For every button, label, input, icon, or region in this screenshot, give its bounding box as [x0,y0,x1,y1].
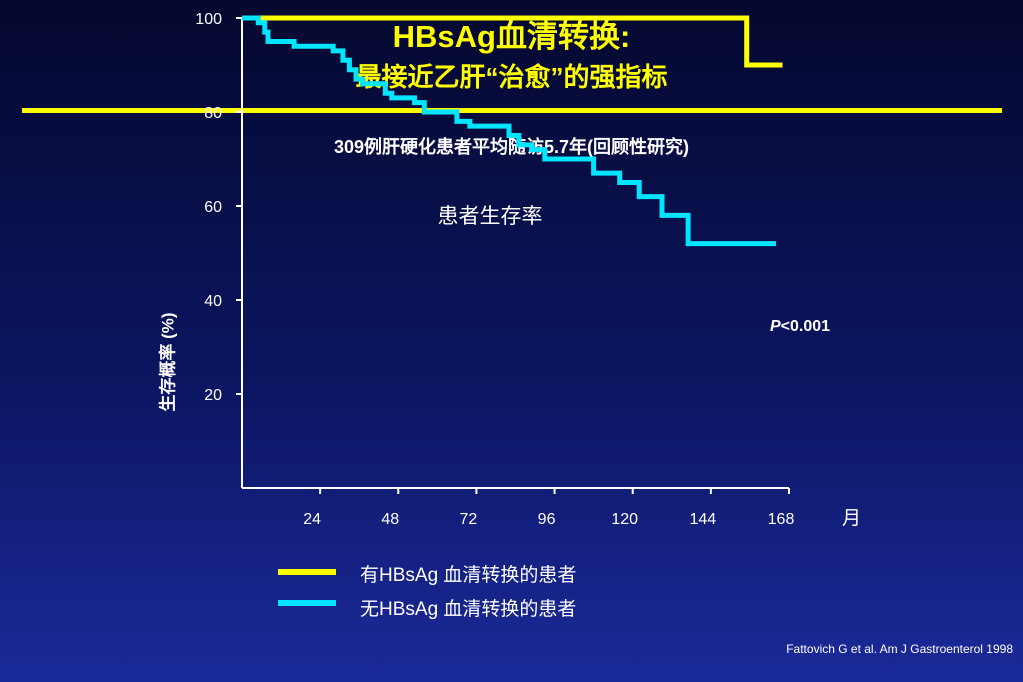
chart-title: 患者生存率 [437,205,543,228]
y-tick-label: 60 [204,199,222,216]
p-value: <0.001 [781,318,830,335]
legend-line-with-seroconversion [278,569,336,575]
slide-subtitle-headline: 最接近乙肝“治愈”的强指标 [355,62,668,92]
x-tick-label: 144 [690,511,717,528]
p-symbol: P [770,318,781,335]
x-tick-label: 120 [611,511,638,528]
x-tick-label: 168 [768,511,795,528]
title-divider [22,108,1002,113]
x-axis-unit-label: 月 [842,508,861,529]
slide-title: HBsAg血清转换: [392,19,631,54]
x-tick-label: 72 [460,511,478,528]
x-tick-label: 48 [381,511,399,528]
legend-line-without-seroconversion [278,600,336,606]
p-value-annotation: P<0.001 [770,318,830,335]
y-tick-label: 80 [204,105,222,122]
series-line-with-seroconversion [242,15,783,68]
y-tick-label: 20 [204,387,222,404]
x-tick-label: 24 [303,511,321,528]
x-tick-label: 96 [538,511,556,528]
legend-label-with-seroconversion: 有HBsAg 血清转换的患者 [360,565,577,586]
citation: Fattovich G et al. Am J Gastroenterol 19… [786,642,1013,656]
study-description: 309例肝硬化患者平均随访5.7年(回顾性研究) [333,137,690,157]
legend-label-without-seroconversion: 无HBsAg 血清转换的患者 [360,599,577,620]
y-tick-label: 40 [204,293,222,310]
y-tick-label: 100 [195,11,222,28]
series-line-without-seroconversion [242,15,776,247]
